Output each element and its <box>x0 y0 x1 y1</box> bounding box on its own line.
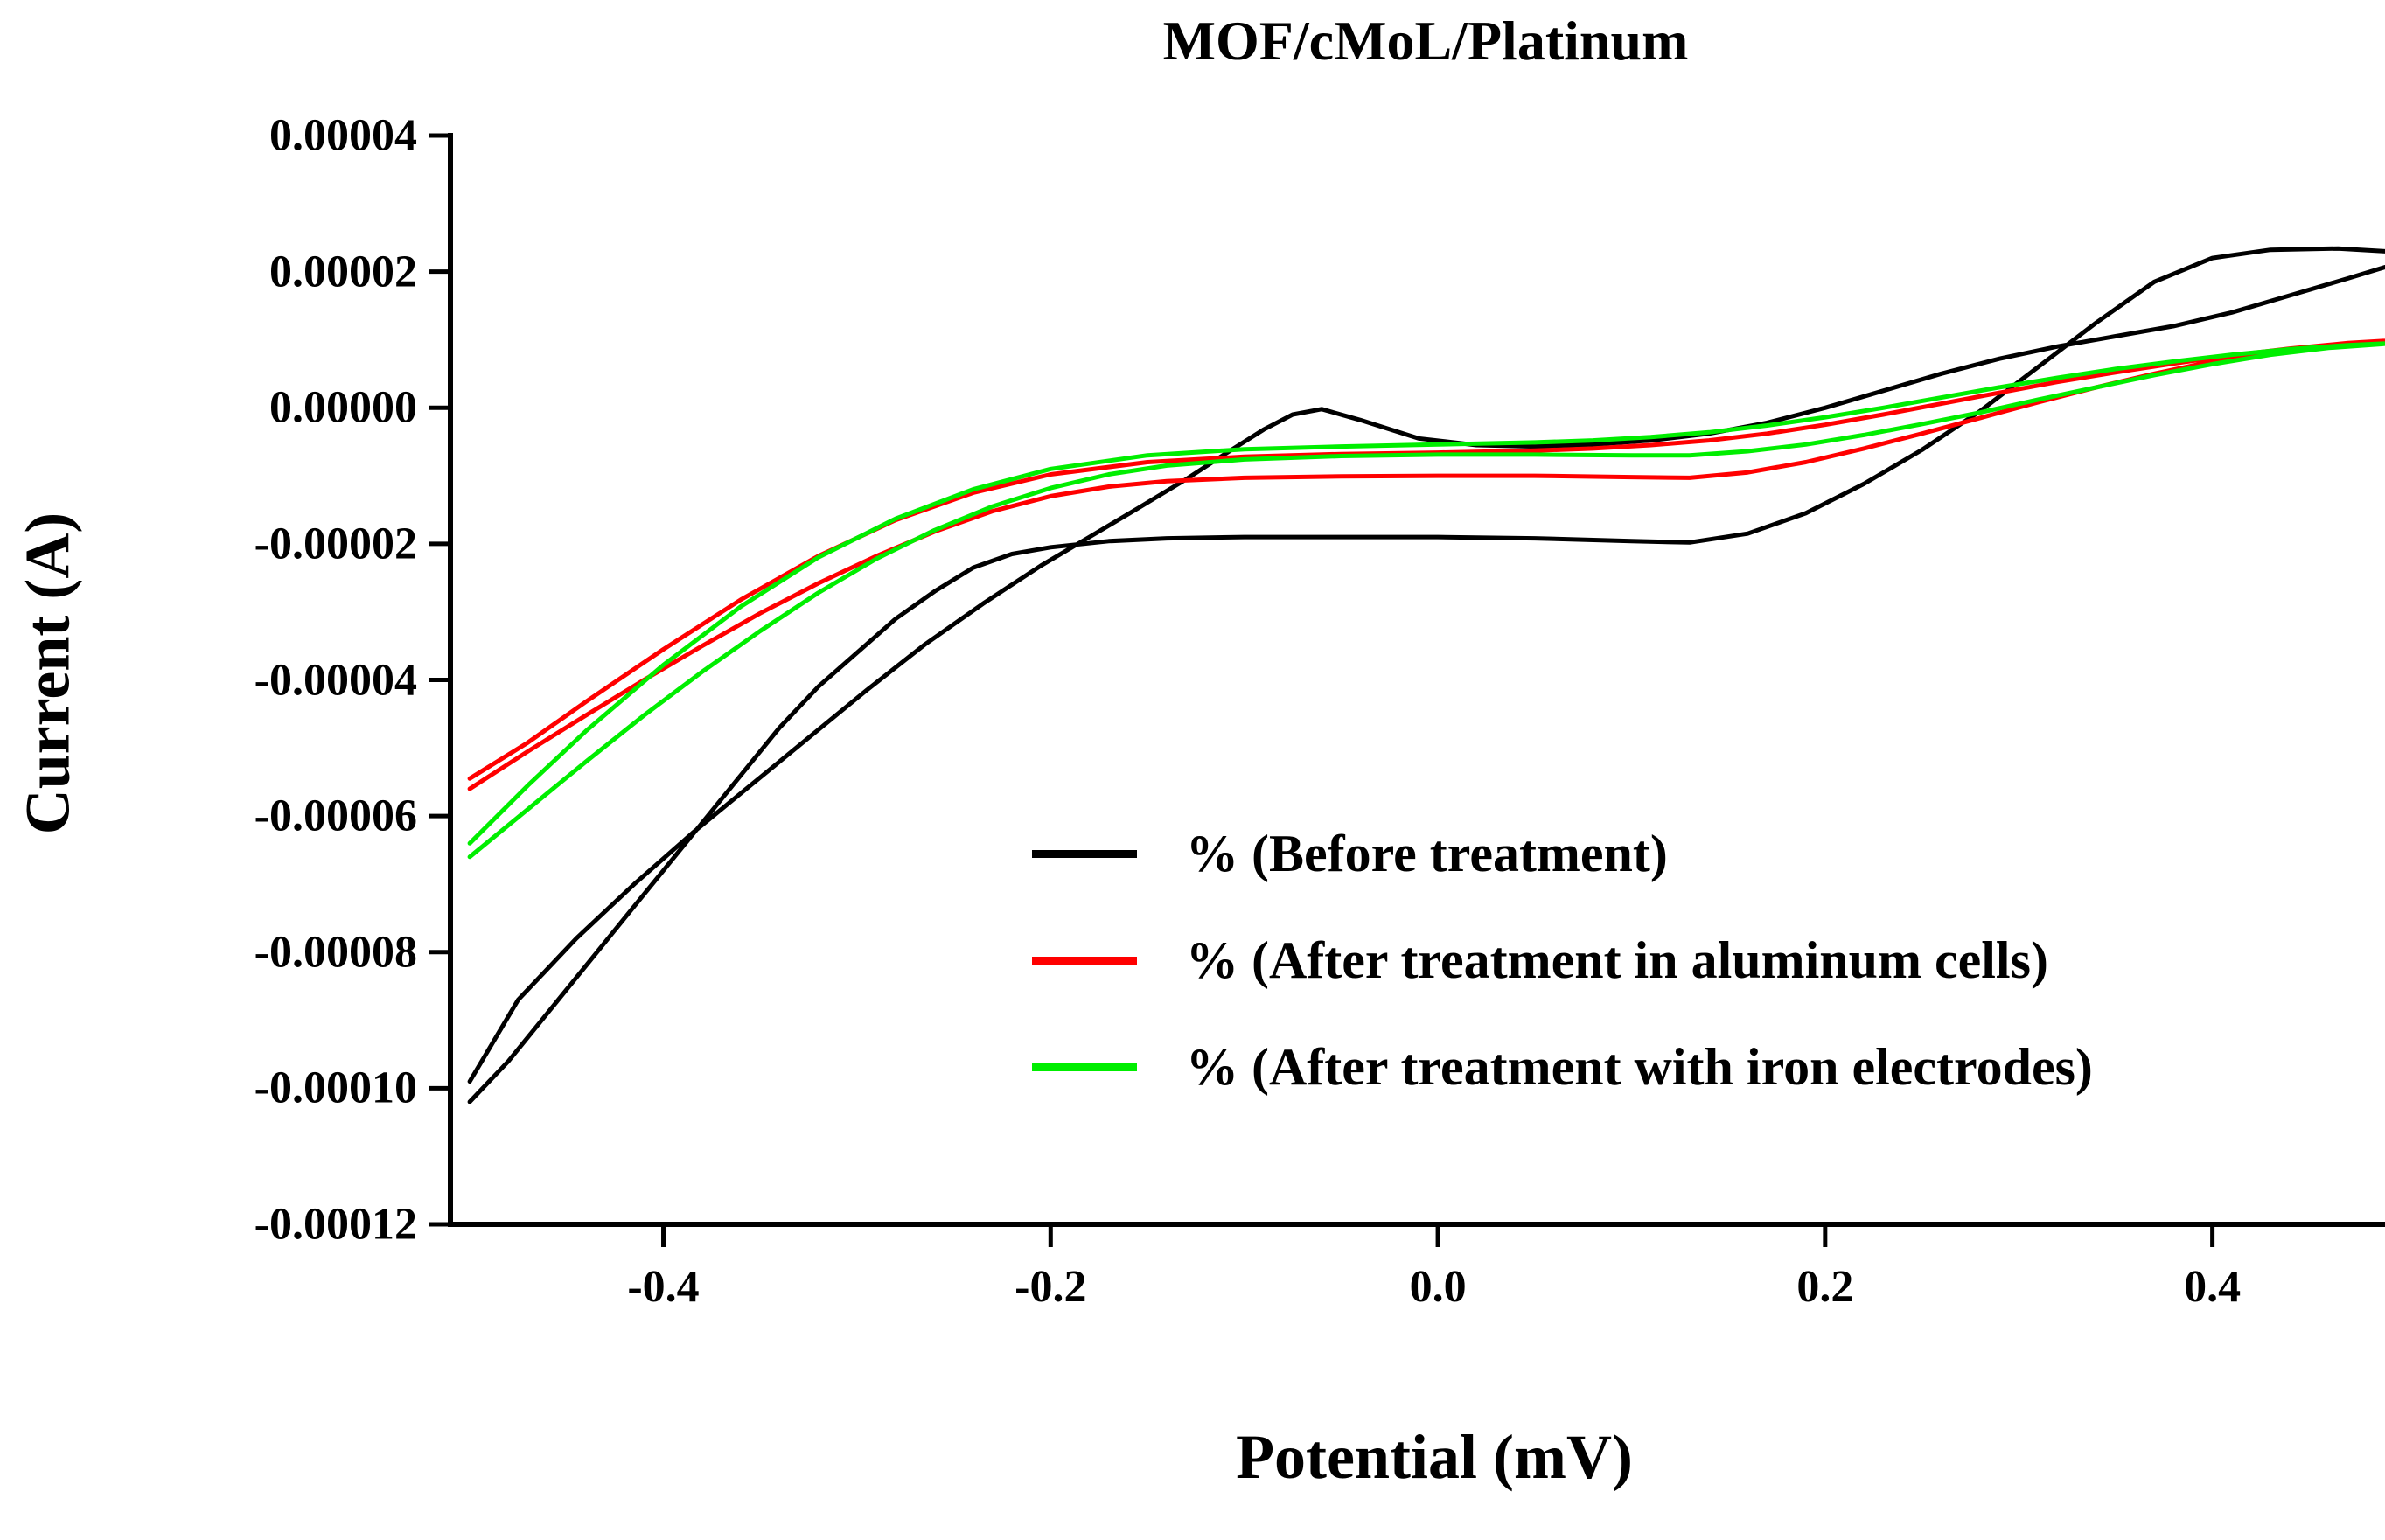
x-tick-label: 0.0 <box>1409 1262 1467 1312</box>
series-curve-before_treatment <box>467 246 2385 1104</box>
legend: % (Before treatment) % (After treatment … <box>1032 818 2093 1103</box>
x-tick-label: 0.4 <box>2184 1262 2242 1312</box>
legend-label-after-treatment-aluminum: % (After treatment in aluminum cells) <box>1186 930 2048 989</box>
series-curve-after_treatment_iron_electrodes <box>467 341 2385 860</box>
chart-title: MOF/cMoL/Platinum <box>1162 10 1689 72</box>
y-tick-label: -0.00004 <box>254 655 417 705</box>
legend-item-after-treatment-iron: % (After treatment with iron electrodes) <box>1032 1031 2093 1103</box>
legend-label-after-treatment-iron: % (After treatment with iron electrodes) <box>1186 1037 2093 1096</box>
x-tick-label: 0.2 <box>1796 1262 1854 1312</box>
y-tick-label: -0.00002 <box>254 519 417 569</box>
series-curve-after_treatment_aluminum_cells <box>467 338 2385 791</box>
legend-swatch-red-line <box>1032 956 1137 965</box>
legend-label-before-treatment: % (Before treatment) <box>1186 824 1668 882</box>
x-axis-label: Potential (mV) <box>1236 1422 1633 1492</box>
legend-swatch-green-line <box>1032 1063 1137 1071</box>
y-tick-label: 0.00000 <box>269 382 417 433</box>
x-tick-label: -0.2 <box>1015 1262 1087 1312</box>
legend-item-before-treatment: % (Before treatment) <box>1032 818 2093 889</box>
legend-swatch-black-line <box>1032 849 1137 858</box>
y-tick-label: -0.00012 <box>254 1199 417 1250</box>
x-tick-label: -0.4 <box>627 1262 700 1312</box>
y-tick-label: 0.00004 <box>269 110 417 161</box>
y-tick-label: -0.00008 <box>254 927 417 978</box>
y-tick-label: -0.00010 <box>254 1063 417 1113</box>
legend-item-after-treatment-aluminum: % (After treatment in aluminum cells) <box>1032 924 2093 996</box>
y-tick-label: -0.00006 <box>254 791 417 841</box>
y-tick-label: 0.00002 <box>269 247 417 297</box>
